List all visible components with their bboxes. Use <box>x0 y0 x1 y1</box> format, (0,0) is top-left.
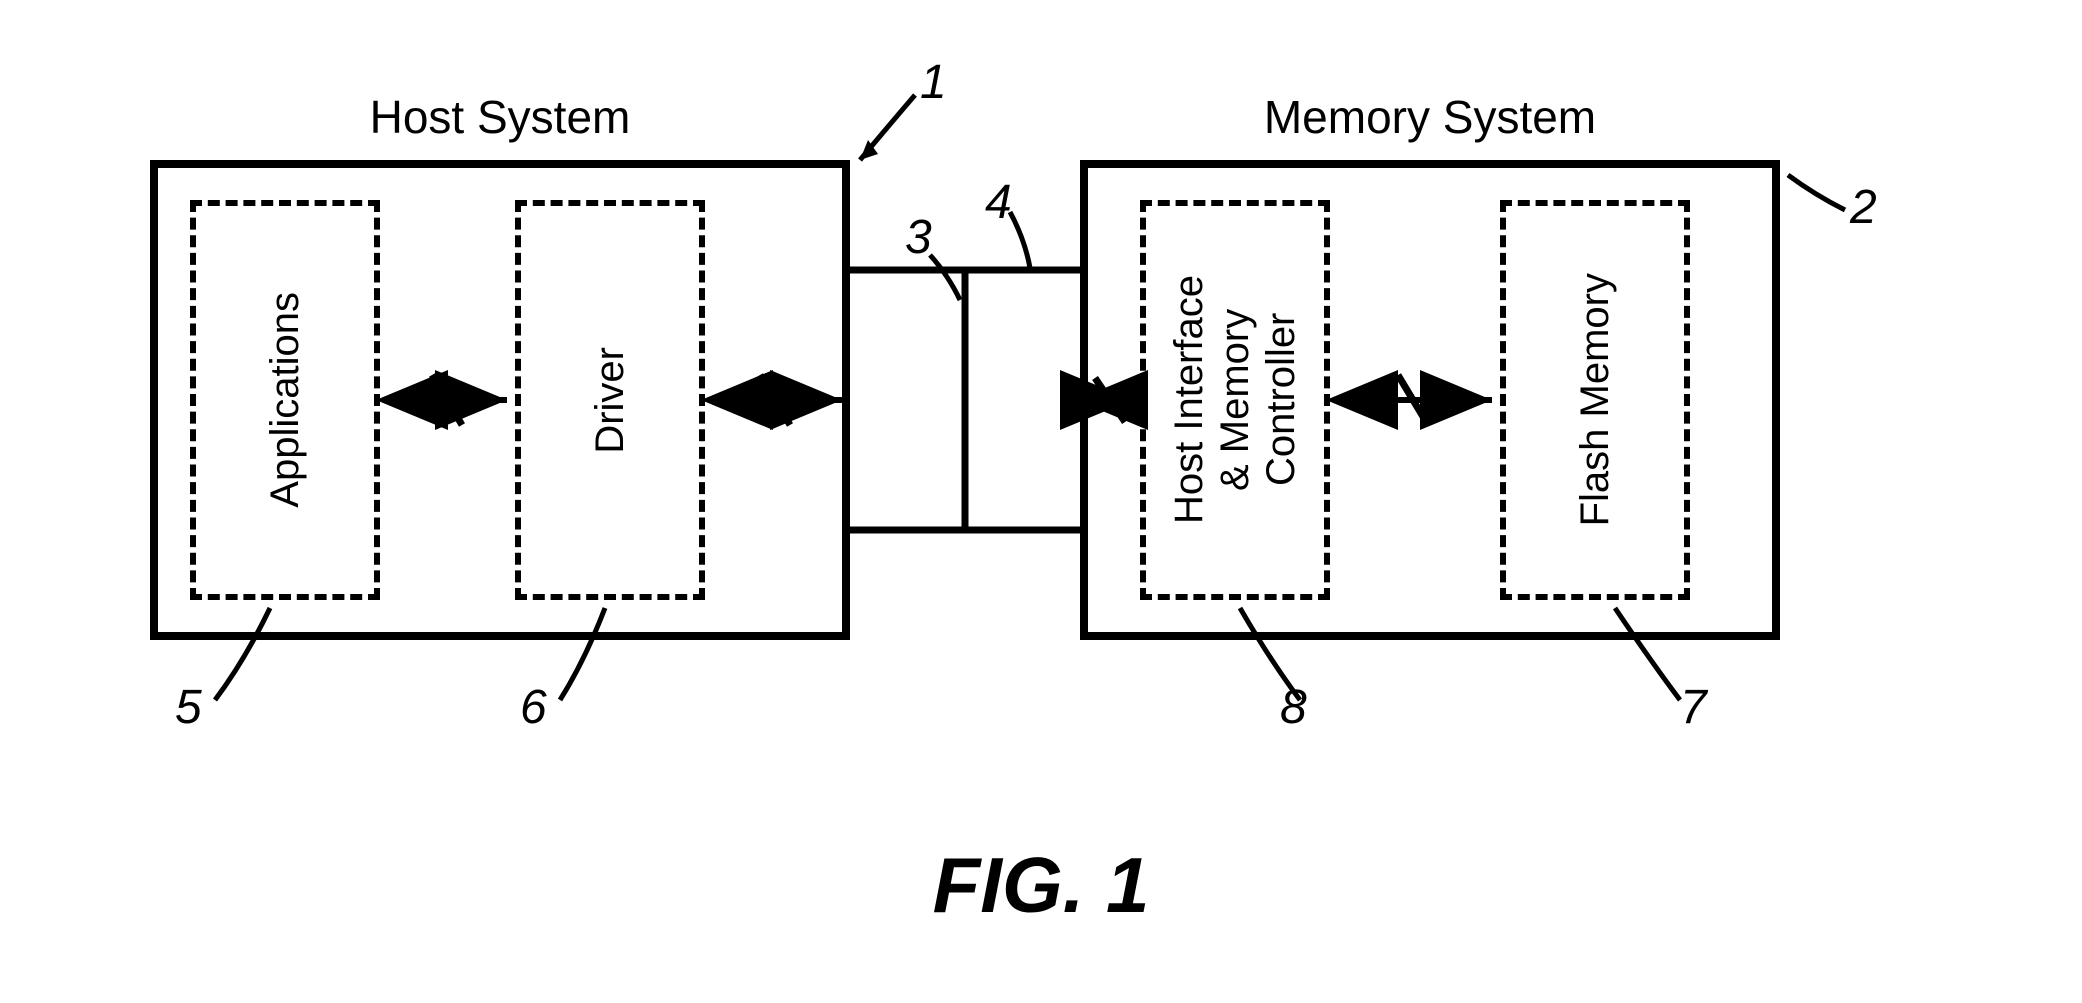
ref-7: 7 <box>1680 680 1707 735</box>
flash-label: Flash Memory <box>1573 273 1618 526</box>
ref-2: 2 <box>1850 180 1877 235</box>
memory-title: Memory System <box>1080 90 1780 144</box>
ref-8: 8 <box>1280 680 1307 735</box>
flash-box: Flash Memory <box>1500 200 1690 600</box>
ref-1: 1 <box>920 55 947 110</box>
figure-caption: FIG. 1 <box>0 840 2082 931</box>
ref-3: 3 <box>905 210 932 265</box>
applications-label: Applications <box>263 292 308 508</box>
host-title: Host System <box>150 90 850 144</box>
controller-label: Host Interface & Memory Controller <box>1166 275 1304 524</box>
ref-6: 6 <box>520 680 547 735</box>
driver-box: Driver <box>515 200 705 600</box>
controller-box: Host Interface & Memory Controller <box>1140 200 1330 600</box>
ref-4: 4 <box>985 175 1012 230</box>
diagram-stage: Host System Memory System Applications D… <box>0 0 2082 1003</box>
ref-5: 5 <box>175 680 202 735</box>
applications-box: Applications <box>190 200 380 600</box>
driver-label: Driver <box>588 347 633 454</box>
